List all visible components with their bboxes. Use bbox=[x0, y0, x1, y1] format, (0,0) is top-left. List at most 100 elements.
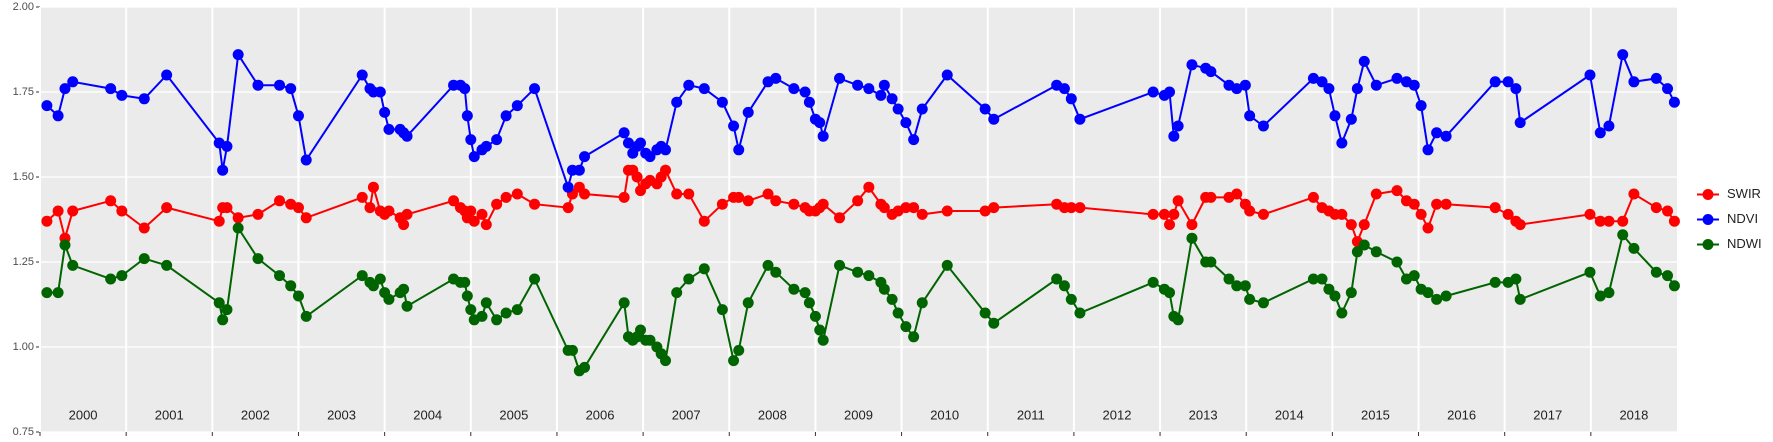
point bbox=[1186, 232, 1198, 244]
point bbox=[1422, 287, 1434, 299]
point bbox=[1231, 83, 1243, 95]
point bbox=[770, 195, 782, 207]
point bbox=[1370, 79, 1382, 91]
point bbox=[398, 219, 410, 231]
point bbox=[292, 290, 304, 302]
point bbox=[566, 344, 578, 356]
y-tick-label: 2.00 bbox=[13, 1, 34, 13]
point bbox=[41, 215, 53, 227]
point bbox=[1489, 202, 1501, 214]
point bbox=[274, 195, 286, 207]
point bbox=[1164, 287, 1176, 299]
point bbox=[1391, 72, 1403, 84]
point bbox=[67, 205, 79, 217]
point bbox=[161, 69, 173, 81]
point bbox=[511, 304, 523, 316]
point bbox=[631, 171, 643, 183]
point bbox=[459, 276, 471, 288]
point bbox=[1186, 59, 1198, 71]
point bbox=[979, 307, 991, 319]
point bbox=[900, 117, 912, 129]
point bbox=[379, 106, 391, 118]
point bbox=[1440, 290, 1452, 302]
point bbox=[660, 144, 672, 156]
point bbox=[979, 205, 991, 217]
point bbox=[529, 273, 541, 285]
point bbox=[52, 205, 64, 217]
point bbox=[138, 93, 150, 105]
point bbox=[1147, 208, 1159, 220]
point bbox=[1239, 79, 1251, 91]
x-tick-label: 2011 bbox=[1017, 407, 1045, 422]
point bbox=[878, 202, 890, 214]
point bbox=[886, 93, 898, 105]
point bbox=[1594, 290, 1606, 302]
point bbox=[232, 212, 244, 224]
y-tick-label: 1.00 bbox=[13, 341, 34, 353]
point bbox=[799, 86, 811, 98]
point bbox=[635, 137, 647, 149]
point bbox=[59, 239, 71, 251]
point bbox=[59, 83, 71, 95]
point bbox=[683, 273, 695, 285]
point bbox=[716, 198, 728, 210]
point bbox=[1628, 242, 1640, 254]
point bbox=[491, 314, 503, 326]
point bbox=[468, 215, 480, 227]
point bbox=[367, 181, 379, 193]
point bbox=[579, 361, 591, 373]
point bbox=[1058, 280, 1070, 292]
x-tick-label: 2004 bbox=[413, 407, 442, 422]
point bbox=[1358, 55, 1370, 67]
point bbox=[1514, 219, 1526, 231]
point bbox=[635, 324, 647, 336]
point bbox=[1172, 120, 1184, 132]
point bbox=[579, 151, 591, 163]
point bbox=[52, 287, 64, 299]
point bbox=[1489, 76, 1501, 88]
point bbox=[1345, 287, 1357, 299]
point bbox=[1431, 127, 1443, 139]
point bbox=[1239, 280, 1251, 292]
point bbox=[1223, 273, 1235, 285]
point bbox=[1323, 83, 1335, 95]
point bbox=[892, 103, 904, 115]
point bbox=[1370, 246, 1382, 258]
point bbox=[500, 110, 512, 122]
point bbox=[398, 283, 410, 295]
point bbox=[1257, 208, 1269, 220]
point bbox=[1584, 208, 1596, 220]
point bbox=[1345, 113, 1357, 125]
point bbox=[916, 103, 928, 115]
point bbox=[1594, 127, 1606, 139]
point bbox=[1408, 79, 1420, 91]
point bbox=[1205, 256, 1217, 268]
point bbox=[900, 202, 912, 214]
point bbox=[356, 69, 368, 81]
point bbox=[1489, 276, 1501, 288]
point bbox=[788, 83, 800, 95]
point bbox=[1205, 66, 1217, 78]
x-tick-label: 2018 bbox=[1619, 407, 1648, 422]
point bbox=[491, 198, 503, 210]
point bbox=[52, 110, 64, 122]
x-tick-label: 2001 bbox=[155, 407, 184, 422]
point bbox=[1502, 208, 1514, 220]
x-tick-label: 2000 bbox=[69, 407, 98, 422]
point bbox=[383, 123, 395, 135]
y-tick-label: 1.75 bbox=[13, 86, 34, 98]
point bbox=[105, 83, 117, 95]
point bbox=[1147, 86, 1159, 98]
point bbox=[252, 208, 264, 220]
point bbox=[728, 355, 740, 367]
point bbox=[728, 120, 740, 132]
x-tick-label: 2002 bbox=[241, 407, 270, 422]
point bbox=[285, 280, 297, 292]
x-tick-label: 2006 bbox=[586, 407, 615, 422]
point bbox=[217, 314, 229, 326]
point bbox=[988, 202, 1000, 214]
point bbox=[285, 83, 297, 95]
y-tick-label: 1.25 bbox=[13, 256, 34, 268]
point bbox=[1074, 113, 1086, 125]
point bbox=[733, 144, 745, 156]
